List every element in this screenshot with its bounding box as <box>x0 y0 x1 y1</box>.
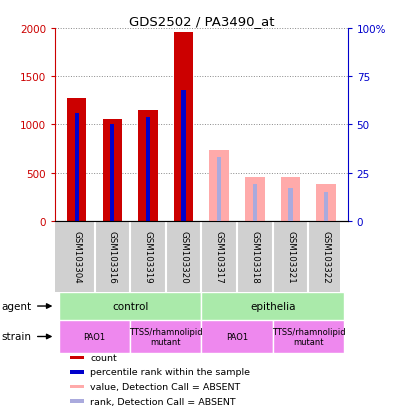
Bar <box>70 370 84 374</box>
Text: GSM103319: GSM103319 <box>143 230 152 283</box>
Text: TTSS/rhamnolipid
mutant: TTSS/rhamnolipid mutant <box>129 327 203 347</box>
Bar <box>70 399 84 403</box>
Bar <box>75 114 79 221</box>
Text: epithelia: epithelia <box>250 301 295 311</box>
Bar <box>281 177 300 221</box>
Text: value, Detection Call = ABSENT: value, Detection Call = ABSENT <box>90 382 240 391</box>
Text: GSM103317: GSM103317 <box>215 230 224 283</box>
Bar <box>59 292 201 320</box>
Bar <box>288 189 293 221</box>
Text: control: control <box>112 301 149 311</box>
Text: strain: strain <box>2 332 32 342</box>
Bar <box>217 158 222 221</box>
Title: GDS2502 / PA3490_at: GDS2502 / PA3490_at <box>129 15 274 28</box>
Bar <box>174 33 194 221</box>
Bar <box>103 119 122 221</box>
Bar <box>67 99 87 221</box>
Bar <box>209 150 229 221</box>
Bar <box>324 192 328 221</box>
Bar <box>253 185 257 221</box>
Bar <box>245 177 265 221</box>
Bar <box>138 111 158 221</box>
Bar <box>59 320 130 353</box>
Text: count: count <box>90 353 117 362</box>
Text: PAO1: PAO1 <box>226 332 248 341</box>
Bar <box>70 356 84 360</box>
Bar <box>110 125 115 221</box>
Bar <box>130 320 201 353</box>
Text: rank, Detection Call = ABSENT: rank, Detection Call = ABSENT <box>90 396 236 406</box>
Text: GSM103320: GSM103320 <box>179 230 188 283</box>
Text: GSM103322: GSM103322 <box>322 230 331 283</box>
Bar <box>201 292 344 320</box>
Text: PAO1: PAO1 <box>83 332 105 341</box>
Bar <box>316 185 336 221</box>
Bar <box>70 385 84 389</box>
Text: GSM103304: GSM103304 <box>72 230 81 283</box>
Bar <box>201 320 273 353</box>
Text: GSM103318: GSM103318 <box>250 230 260 283</box>
Text: GSM103321: GSM103321 <box>286 230 295 283</box>
Bar <box>181 90 186 221</box>
Text: GSM103316: GSM103316 <box>108 230 117 283</box>
Bar <box>146 117 150 221</box>
Text: agent: agent <box>2 301 32 311</box>
Text: percentile rank within the sample: percentile rank within the sample <box>90 368 250 377</box>
Text: TTSS/rhamnolipid
mutant: TTSS/rhamnolipid mutant <box>272 327 345 347</box>
Bar <box>273 320 344 353</box>
